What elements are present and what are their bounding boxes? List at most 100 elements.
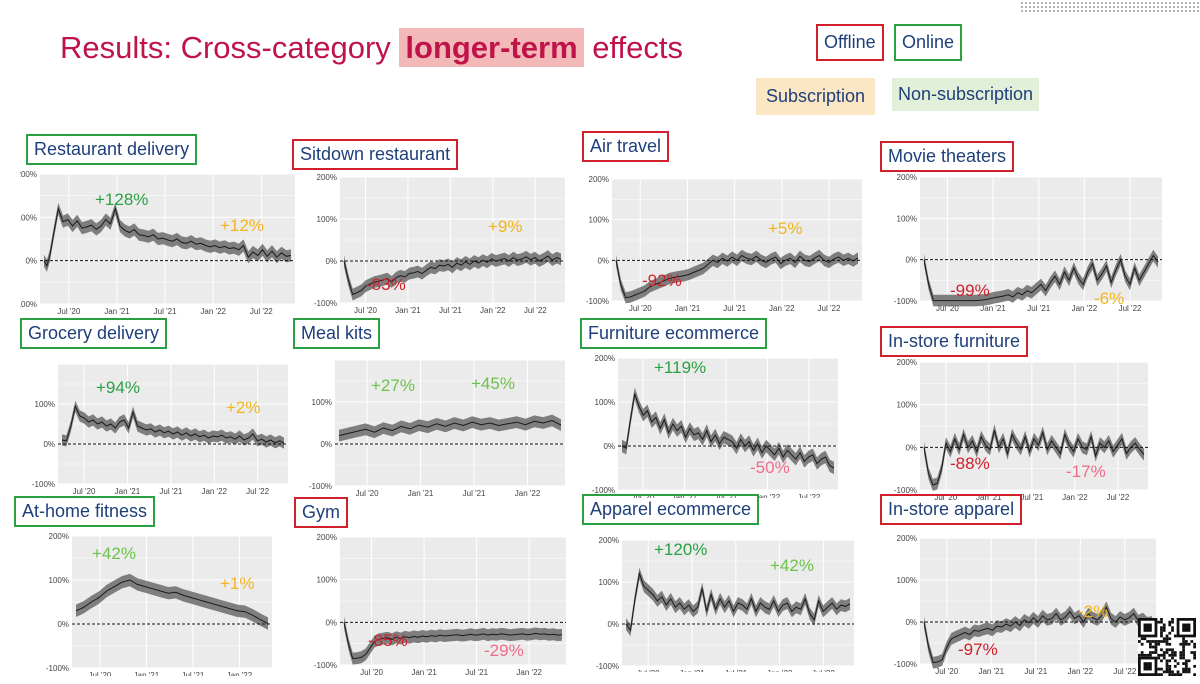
x-tick-label: Jul '21 (159, 487, 182, 496)
x-tick-label: Jul '20 (356, 489, 379, 498)
confidence-band (62, 400, 284, 449)
x-tick-label: Jan '21 (104, 307, 130, 314)
legend-subscription: Subscription (756, 78, 876, 115)
x-tick-label: Jul '20 (934, 493, 957, 502)
series-line (615, 254, 859, 299)
x-tick-label: Jan '21 (679, 669, 705, 672)
panel-meal-kits: Jul '20 Jan '21 Jul '21 Jan '22 100% 0% -100% M… (293, 318, 578, 498)
x-tick-label: Jan '22 (1072, 304, 1098, 313)
y-tick-label: 100% (897, 401, 917, 410)
effect-annotation: +9% (488, 217, 523, 236)
effect-annotation: -92% (642, 271, 682, 290)
x-tick-label: Jul '20 (73, 487, 96, 496)
x-tick-label: Jul '22 (818, 304, 841, 311)
x-tick-label: Jul '21 (1024, 667, 1047, 674)
effect-annotation: -17% (1066, 462, 1106, 481)
effect-annotation: +42% (770, 556, 814, 575)
panel-movie-theaters: Jul '20 Jan '21 Jul '21 Jan '22 Jul '22 200% 1… (878, 141, 1163, 321)
y-tick-label: 100% (589, 216, 609, 225)
series-line (923, 254, 1159, 302)
x-tick-label: Jan '22 (767, 669, 793, 672)
x-tick-label: Jul '20 (57, 307, 80, 314)
x-tick-label: Jul '21 (723, 304, 746, 311)
x-tick-label: Jan '21 (978, 667, 1004, 674)
x-tick-label: Jan '21 (980, 304, 1006, 313)
chart-in-store-furniture: Jul '20 Jan '21 Jul '21 Jan '22 Jul '22 200% 1… (894, 358, 1148, 502)
x-tick-label: Jan '22 (200, 307, 226, 314)
x-tick-label: Jan '22 (1062, 493, 1088, 502)
y-tick-label: 100% (49, 576, 69, 585)
chart-furniture-ecommerce: Jul '20 Jan '21 Jul '21 Jan '22 Jul '22200%1… (592, 354, 838, 498)
y-tick-label: 100% (317, 576, 337, 585)
series-line (625, 571, 851, 632)
y-tick-label: 100% (20, 213, 37, 222)
chart-meal-kits: Jul '20 Jan '21 Jul '21 Jan '22 100% 0% -100% (309, 359, 565, 498)
y-tick-label: 200% (897, 358, 917, 367)
panel-at-home-fitness: Jul '20 Jan '21 Jul '21 Jan '22 200% 100% 0% -1… (14, 496, 299, 676)
chart-restaurant-delivery: Jul '20 Jan '21 Jul '21 Jan '22 Jul '22 200% 1… (20, 170, 295, 314)
x-tick-label: Jul '22 (1119, 304, 1142, 313)
legend-nonsubscription: Non-subscription (892, 78, 1040, 111)
panel-restaurant-delivery: Jul '20 Jan '21 Jul '21 Jan '22 Jul '22 200% 1… (20, 134, 305, 314)
x-tick-label: Jul '20 (629, 304, 652, 311)
y-tick-label: -100% (314, 661, 337, 670)
series-line (923, 606, 1153, 664)
series-line (75, 579, 269, 625)
x-tick-label: Jul '21 (1020, 493, 1043, 502)
x-tick-label: Jan '22 (515, 489, 541, 498)
y-tick-label: 200% (20, 170, 37, 179)
effect-annotation: +12% (220, 216, 264, 235)
y-tick-label: 0% (905, 256, 917, 265)
effect-annotation: -99% (950, 281, 990, 300)
qr-code-icon[interactable] (1138, 618, 1196, 676)
x-tick-label: Jan '21 (411, 668, 437, 677)
x-tick-label: Jul '20 (360, 668, 383, 677)
slide-title: Results: Cross-category longer-term effe… (60, 28, 683, 67)
confidence-band (344, 250, 561, 301)
x-tick-label: Jan '22 (769, 304, 795, 311)
y-tick-label: -100% (592, 486, 615, 495)
chart-sitdown-restaurant: Jul '20 Jan '21 Jul '21 Jan '22 Jul '22 200% 1… (314, 173, 565, 315)
panel-title-meal-kits: Meal kits (293, 318, 381, 349)
x-tick-label: Jul '20 (935, 667, 958, 674)
x-tick-label: Jul '22 (798, 493, 821, 498)
decorative-dots (1020, 0, 1200, 12)
panel-in-store-apparel: Jul '20 Jan '21 Jul '21 Jan '22 Jul '22 200% 1… (878, 494, 1163, 674)
y-tick-label: 100% (595, 398, 615, 407)
panel-title-at-home-fitness: At-home fitness (14, 496, 156, 527)
x-tick-label: Jul '22 (1106, 493, 1129, 502)
x-tick-label: Jul '20 (637, 669, 660, 672)
chart-in-store-apparel: Jul '20 Jan '21 Jul '21 Jan '22 Jul '22 200% 1… (894, 534, 1156, 674)
legend-offline: Offline (816, 24, 884, 61)
title-highlight: longer-term (399, 28, 584, 67)
y-tick-label: -100% (894, 297, 917, 306)
x-tick-label: Jan '22 (516, 668, 542, 677)
panel-title-in-store-furniture: In-store furniture (880, 326, 1029, 357)
x-tick-label: Jan '21 (976, 493, 1002, 502)
effect-annotation: -88% (950, 454, 990, 473)
y-tick-label: -100% (596, 662, 619, 671)
effect-annotation: +119% (654, 358, 707, 377)
x-tick-label: Jul '22 (1113, 667, 1136, 674)
x-tick-label: Jan '21 (134, 671, 160, 676)
x-tick-label: Jul '20 (354, 306, 377, 315)
confidence-band (76, 573, 268, 630)
y-tick-label: 0% (603, 442, 615, 451)
y-tick-label: 100% (317, 215, 337, 224)
y-tick-label: -100% (586, 297, 609, 306)
confidence-band (339, 414, 561, 442)
x-tick-label: Jan '22 (201, 487, 227, 496)
panel-furniture-ecommerce: Jul '20 Jan '21 Jul '21 Jan '22 Jul '22 200% 1… (580, 318, 865, 498)
effect-annotation: -83% (366, 275, 406, 294)
y-tick-label: 200% (49, 532, 69, 541)
panel-title-sitdown-restaurant: Sitdown restaurant (292, 139, 459, 170)
x-tick-label: Jul '22 (250, 307, 273, 314)
y-tick-label: -100% (309, 482, 332, 491)
x-tick-label: Jan '21 (395, 306, 421, 315)
panel-title-gym: Gym (294, 497, 348, 528)
effect-annotation: +45% (471, 374, 515, 393)
x-tick-label: Jul '21 (154, 307, 177, 314)
x-tick-label: Jan '21 (408, 489, 434, 498)
x-tick-label: Jul '21 (1027, 304, 1050, 313)
y-tick-label: 200% (599, 536, 619, 545)
